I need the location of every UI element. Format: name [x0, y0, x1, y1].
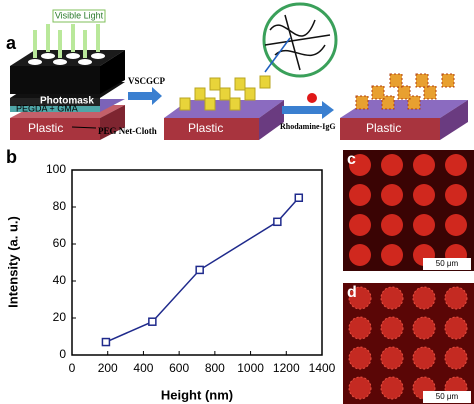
x-tick-label: 400: [133, 361, 153, 375]
spot: [381, 214, 403, 236]
spot: [444, 316, 468, 340]
spot: [349, 184, 371, 206]
panel-label: d: [347, 284, 357, 301]
data-point: [148, 317, 157, 326]
scale-box: [423, 258, 471, 270]
y-tick-label: 0: [59, 347, 66, 361]
schematic: [10, 2, 468, 140]
schematic-label: Plastic: [188, 121, 223, 135]
spot: [444, 286, 468, 310]
y-axis-title: Intensity (a. u.): [5, 216, 20, 308]
x-tick-label: 800: [205, 361, 225, 375]
x-tick-label: 600: [169, 361, 189, 375]
y-tick-label: 80: [53, 199, 67, 213]
y-tick-label: 60: [53, 236, 67, 250]
spot: [412, 286, 436, 310]
schematic-label: Plastic: [28, 121, 63, 135]
schematic-label: PEG Net-Cloth: [98, 126, 157, 136]
spot: [381, 184, 403, 206]
schematic-label: Plastic: [366, 121, 401, 135]
spot: [349, 244, 371, 266]
spot: [445, 154, 467, 176]
scale-label: 50 μm: [436, 259, 459, 268]
spot: [413, 184, 435, 206]
plot-frame: [71, 169, 323, 356]
schematic-label: Rhodamine-IgG: [280, 122, 336, 131]
panel-label: c: [347, 151, 356, 168]
spot: [348, 286, 372, 310]
data-point: [294, 193, 304, 202]
x-axis-title: Height (nm): [161, 387, 233, 402]
x-tick-label: 1000: [237, 361, 264, 375]
spot: [444, 346, 468, 370]
panel-label: b: [6, 147, 17, 167]
spot: [348, 316, 372, 340]
y-tick-label: 100: [46, 162, 66, 176]
panel-label: a: [6, 33, 17, 53]
schematic-label: VSCGCP: [128, 76, 166, 86]
spot: [349, 214, 371, 236]
spot: [381, 154, 403, 176]
x-tick-label: 0: [69, 361, 76, 375]
spot: [413, 154, 435, 176]
scale-box: [423, 391, 471, 403]
micrographs: c 50 μm d 50 μm: [343, 150, 474, 404]
data-point: [101, 337, 111, 347]
spot: [412, 316, 436, 340]
y-tick-label: 20: [53, 310, 67, 324]
spot: [380, 346, 404, 370]
spot: [349, 154, 371, 176]
spot: [380, 286, 404, 310]
spot: [413, 214, 435, 236]
spot: [380, 376, 404, 400]
scale-label: 50 μm: [436, 392, 459, 401]
spot: [381, 244, 403, 266]
x-tick-label: 1400: [309, 361, 336, 375]
spot: [412, 346, 436, 370]
plot: 0 200 400 600 800 1000 1200 1400 0 20 40 60 80 100: [46, 162, 336, 375]
schematic-label: PEGDA + GMA: [16, 103, 78, 113]
schematic-label: Visible Light: [55, 10, 104, 20]
spot: [348, 376, 372, 400]
spot: [445, 214, 467, 236]
spot: [348, 346, 372, 370]
x-tick-label: 200: [98, 361, 118, 375]
data-point: [273, 217, 282, 227]
data-point: [195, 265, 204, 275]
y-tick-label: 40: [53, 273, 67, 287]
x-tick-label: 1200: [273, 361, 300, 375]
spot: [445, 184, 467, 206]
schematic-label: Photomask: [40, 96, 94, 107]
spot: [380, 316, 404, 340]
